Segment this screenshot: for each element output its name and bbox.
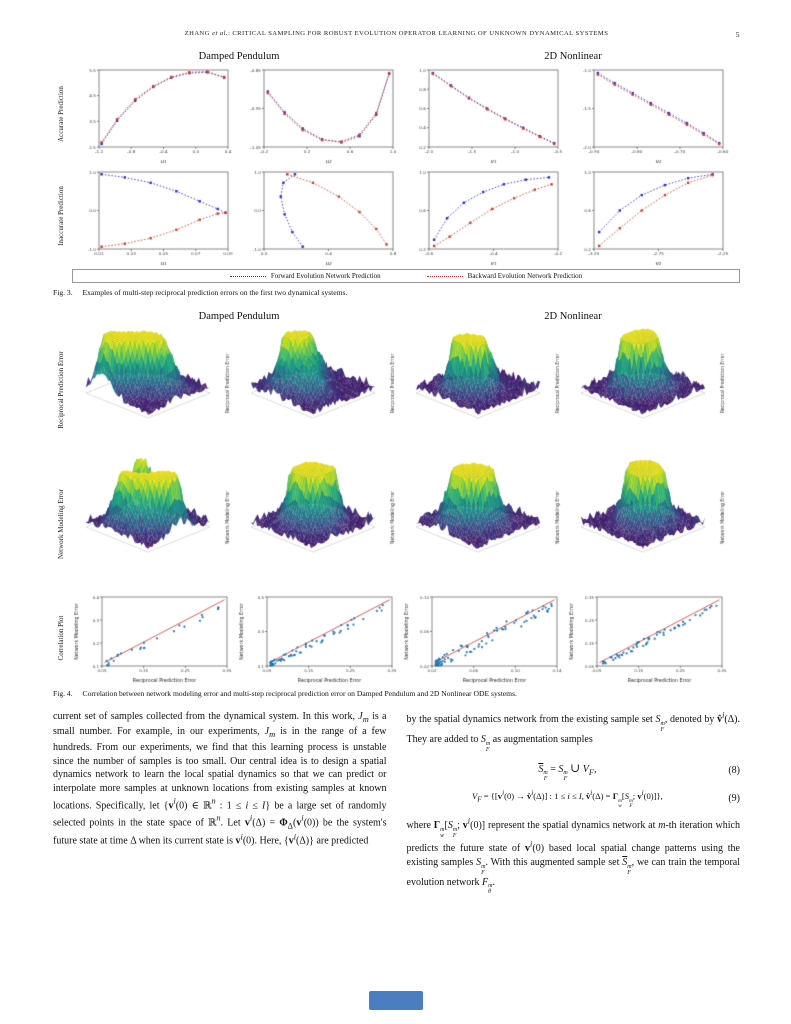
left-column: current set of samples collected from th…	[53, 711, 387, 847]
fig3-caption: Fig. 3. Examples of multi-step reciproca…	[53, 288, 740, 297]
fig4-surface-canvas	[402, 458, 564, 590]
page-content: ZHANG et al.: CRITICAL SAMPLING FOR ROBU…	[53, 0, 740, 895]
fig3-rowlabel-inaccurate: Inaccurate Prediction	[57, 186, 65, 246]
figure-4: Damped Pendulum 2D Nonlinear Reciprocal …	[53, 311, 740, 698]
forward-legend-label: Forward Evolution Network Prediction	[270, 272, 381, 280]
equation-8-number: (8)	[728, 765, 740, 777]
fig3-legend-backward: Backward Evolution Network Prediction	[426, 272, 583, 280]
fig3-caption-text: Examples of multi-step reciprocal predic…	[82, 288, 348, 297]
fig3-plot-canvas	[402, 64, 564, 164]
equation-9-body: VF = {[vi(0) → v̂i(Δ)] : 1 ≤ i ≤ I, v̂i(…	[472, 789, 663, 809]
forward-line-swatch	[229, 275, 266, 277]
fig4-scatter-canvas	[402, 592, 564, 684]
backward-legend-label: Backward Evolution Network Prediction	[467, 272, 583, 280]
fig4-row-reciprocal: Reciprocal Prediction Error	[53, 324, 740, 456]
fig4-surface-canvas	[402, 324, 564, 456]
fig3-plot-canvas	[567, 166, 729, 266]
fig4-rowlabel-network: Network Modeling Error	[57, 489, 65, 559]
fig4-title-damped-pendulum: Damped Pendulum	[198, 311, 280, 322]
right-column: by the spatial dynamics network from the…	[407, 710, 741, 895]
fig4-surface-canvas	[567, 324, 729, 456]
fig3-plot-canvas	[402, 166, 564, 266]
fig4-rowlabel-reciprocal: Reciprocal Prediction Error	[57, 351, 65, 429]
fig3-plot-canvas	[237, 166, 399, 266]
fig4-scatter-canvas	[72, 592, 234, 684]
fig4-column-titles: Damped Pendulum 2D Nonlinear	[72, 311, 740, 322]
fig3-plot-canvas	[72, 64, 234, 164]
fig4-title-2d-nonlinear: 2D Nonlinear	[544, 311, 602, 322]
fig3-title-damped-pendulum: Damped Pendulum	[198, 51, 280, 62]
fig4-surface-canvas	[237, 458, 399, 590]
fig4-row-network: Network Modeling Error	[53, 458, 740, 590]
fig3-legend-forward: Forward Evolution Network Prediction	[229, 272, 381, 280]
fig4-scatter-canvas	[567, 592, 729, 684]
running-title: ZHANG et al.: CRITICAL SAMPLING FOR ROBU…	[184, 30, 609, 37]
fig3-row-inaccurate: Inaccurate Prediction	[53, 166, 740, 266]
body-columns: current set of samples collected from th…	[53, 710, 740, 895]
running-header: ZHANG et al.: CRITICAL SAMPLING FOR ROBU…	[53, 30, 740, 39]
page-number: 5	[735, 30, 740, 39]
fig4-surface-canvas	[237, 324, 399, 456]
fig4-row-correlation: Correlation Plot	[53, 592, 740, 684]
backward-line-swatch	[426, 275, 463, 277]
fig4-surface-canvas	[72, 458, 234, 590]
figure-3: Damped Pendulum 2D Nonlinear Accurate Pr…	[53, 51, 740, 297]
equation-9: VF = {[vi(0) → v̂i(Δ)] : 1 ≤ i ≤ I, v̂i(…	[407, 789, 740, 809]
fig4-rowlabel-correlation: Correlation Plot	[57, 615, 65, 661]
fig3-title-2d-nonlinear: 2D Nonlinear	[544, 51, 602, 62]
fig3-rowlabel-accurate: Accurate Prediction	[57, 86, 65, 142]
fig4-scatter-canvas	[237, 592, 399, 684]
equation-9-number: (9)	[728, 793, 740, 805]
fig3-plot-canvas	[567, 64, 729, 164]
fig3-row-accurate: Accurate Prediction	[53, 64, 740, 164]
right-intro-text: by the spatial dynamics network from the…	[406, 711, 741, 753]
fig4-caption: Fig. 4. Correlation between network mode…	[53, 689, 740, 698]
fig3-legend: Forward Evolution Network Prediction Bac…	[72, 269, 740, 283]
fig3-plot-canvas	[72, 166, 234, 266]
fig4-caption-text: Correlation between network modeling err…	[82, 689, 517, 698]
footer-mark	[368, 991, 423, 1010]
fig4-caption-label: Fig. 4.	[53, 689, 73, 698]
fig3-column-titles: Damped Pendulum 2D Nonlinear	[72, 51, 740, 62]
fig4-surface-canvas	[567, 458, 729, 590]
fig3-caption-label: Fig. 3.	[53, 288, 73, 297]
fig3-plot-canvas	[237, 64, 399, 164]
fig4-surface-canvas	[72, 324, 234, 456]
